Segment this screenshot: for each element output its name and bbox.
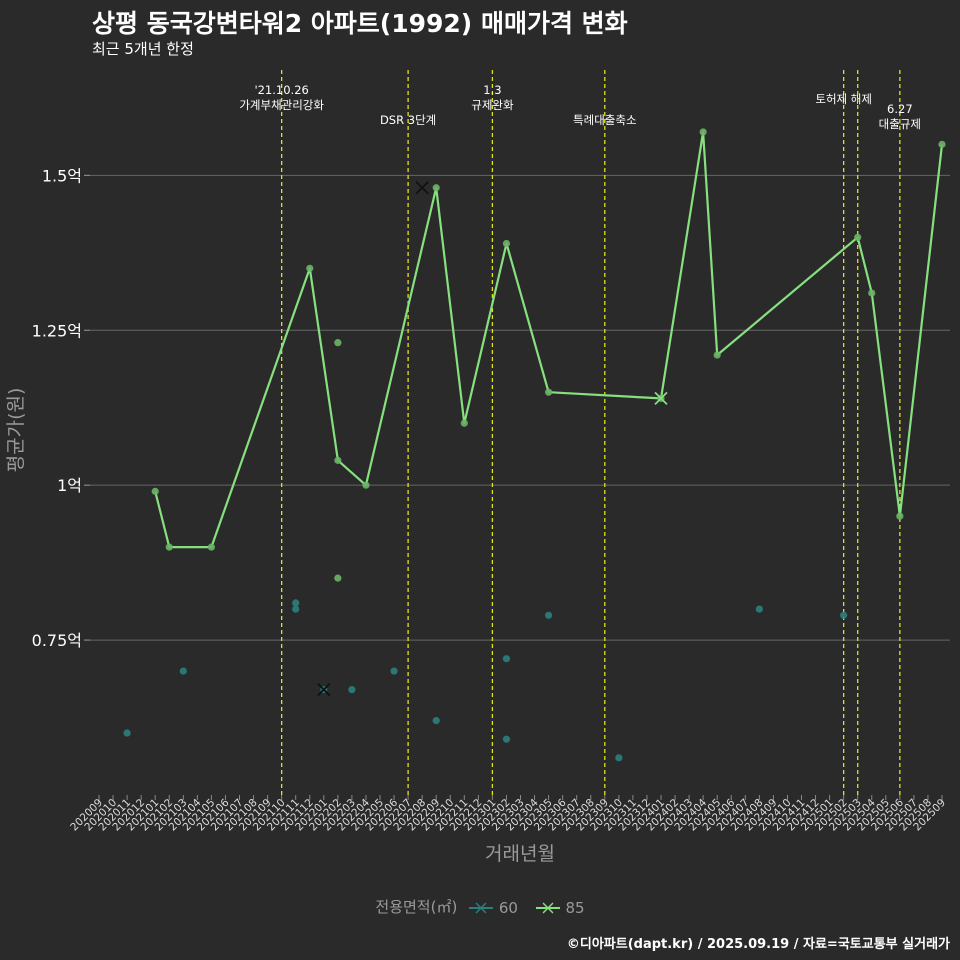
event-label: 6.27 대출규제 [879, 102, 921, 131]
series-85-point [151, 487, 159, 495]
series-85-point [868, 289, 876, 297]
legend-title: 전용면적(㎡) [375, 898, 458, 916]
grid-layer [84, 174, 950, 641]
legend-label-85: 85 [565, 898, 585, 917]
series-85-point [334, 456, 342, 464]
series-85-point [854, 233, 862, 241]
series-60-point [179, 667, 187, 675]
series-60-point [292, 599, 300, 607]
series-60-point [348, 686, 356, 694]
x-axis-label: 거래년월 [485, 843, 555, 865]
series-85-point [938, 140, 946, 148]
series-60-point [123, 729, 131, 737]
series-85-point [545, 388, 553, 396]
y-tick-layer: 0.75억 1억 1.25억 1.5억 [32, 166, 82, 650]
series-85-point [432, 184, 440, 192]
event-label: '21.10.26 가계부채관리강화 [239, 83, 324, 112]
series-60-point [755, 605, 763, 613]
series-85-point [207, 543, 215, 551]
y-tick-label: 1억 [57, 476, 82, 495]
series-60-max-marker [317, 683, 331, 697]
series-layer [123, 128, 946, 762]
x-tick-layer: 2020092020102020112020122021012021022021… [68, 795, 948, 833]
series-85-min-marker [654, 391, 668, 406]
series-60-point [840, 611, 848, 619]
series-85-point [713, 351, 721, 359]
series-85-point [502, 239, 511, 248]
series-60-point [615, 754, 623, 762]
series-60-point [545, 611, 553, 619]
series-60-point [502, 655, 511, 663]
y-axis-label: 평균가(원) [5, 388, 27, 473]
legend-label-60: 60 [498, 898, 518, 917]
series-85-max-marker [415, 181, 429, 195]
series-85-point [699, 128, 707, 136]
y-tick-label: 0.75억 [32, 631, 82, 650]
legend-item-85: 85 [535, 899, 585, 917]
series-85-point [334, 574, 342, 582]
series-85-point [165, 543, 173, 551]
legend-item-60: 60 [468, 899, 518, 917]
legend-key-85 [535, 902, 560, 914]
series-60-point [292, 605, 300, 613]
legend: 전용면적(㎡) 60 85 [0, 896, 960, 917]
cross-stroke [317, 683, 331, 697]
event-label: DSR 3단계 [380, 113, 436, 127]
source-caption: ©디아파트(dapt.kr) / 2025.09.19 / 자료=국토교통부 실… [566, 937, 950, 952]
event-label: 특례대출축소 [573, 113, 636, 127]
series-85-point [362, 481, 370, 489]
series-85-point [306, 264, 314, 272]
event-label: 토허제 해제 [815, 92, 872, 106]
y-tick-label: 1.5억 [42, 166, 82, 185]
series-85-point [896, 512, 904, 520]
y-tick-label: 1.25억 [32, 321, 82, 340]
cross-stroke [654, 391, 668, 406]
chart-subtitle: 최근 5개년 한정 [92, 40, 194, 58]
chart-title: 상평 동국강변타워2 아파트(1992) 매매가격 변화 [92, 9, 628, 38]
cross-stroke [415, 181, 429, 195]
series-85-point [460, 419, 468, 427]
legend-key-60 [469, 902, 494, 914]
series-60-point [390, 667, 398, 675]
series-60-point [432, 717, 440, 725]
series-60-point [502, 735, 511, 743]
series-85-point [334, 339, 342, 347]
event-label: 1.3 규제완화 [471, 83, 514, 112]
